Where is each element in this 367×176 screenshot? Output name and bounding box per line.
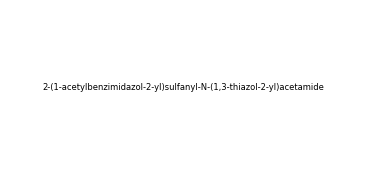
Text: 2-(1-acetylbenzimidazol-2-yl)sulfanyl-N-(1,3-thiazol-2-yl)acetamide: 2-(1-acetylbenzimidazol-2-yl)sulfanyl-N-… <box>43 83 324 93</box>
